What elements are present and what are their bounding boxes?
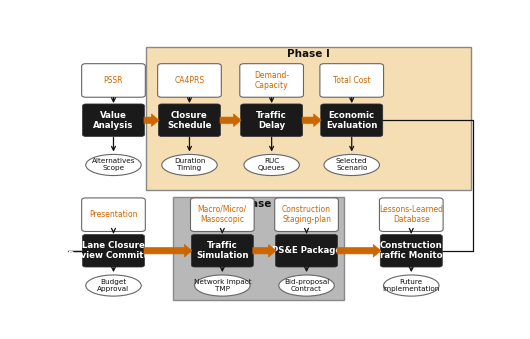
- Ellipse shape: [86, 275, 141, 296]
- FancyBboxPatch shape: [321, 104, 383, 137]
- FancyBboxPatch shape: [276, 235, 338, 267]
- Text: Bid-proposal
Contract: Bid-proposal Contract: [284, 279, 329, 292]
- Ellipse shape: [384, 275, 439, 296]
- Text: Traffic
Simulation: Traffic Simulation: [196, 241, 249, 260]
- FancyBboxPatch shape: [240, 64, 304, 97]
- Text: PS&E Package: PS&E Package: [272, 246, 341, 255]
- Text: Network Impact
TMP: Network Impact TMP: [193, 279, 251, 292]
- Text: Lessons-Learned
Database: Lessons-Learned Database: [379, 205, 443, 224]
- Ellipse shape: [244, 155, 299, 176]
- FancyBboxPatch shape: [82, 64, 145, 97]
- Text: Construction
Traffic Monitor: Construction Traffic Monitor: [375, 241, 447, 260]
- Ellipse shape: [86, 155, 141, 176]
- FancyBboxPatch shape: [320, 64, 384, 97]
- Text: Total Cost: Total Cost: [333, 76, 370, 85]
- Text: Selected
Scenario: Selected Scenario: [336, 158, 367, 172]
- Text: CA4PRS: CA4PRS: [174, 76, 205, 85]
- Text: Traffic
Delay: Traffic Delay: [256, 111, 287, 130]
- Text: Macro/Micro/
Masoscopic: Macro/Micro/ Masoscopic: [198, 205, 247, 224]
- Text: Lane Closure
Review Committee: Lane Closure Review Committee: [68, 241, 159, 260]
- Ellipse shape: [195, 275, 250, 296]
- FancyBboxPatch shape: [83, 104, 145, 137]
- FancyBboxPatch shape: [380, 235, 443, 267]
- FancyBboxPatch shape: [157, 64, 222, 97]
- Ellipse shape: [279, 275, 334, 296]
- FancyBboxPatch shape: [241, 104, 303, 137]
- Text: Construction
Staging-plan: Construction Staging-plan: [282, 205, 331, 224]
- FancyBboxPatch shape: [191, 235, 253, 267]
- FancyBboxPatch shape: [190, 198, 254, 232]
- FancyBboxPatch shape: [173, 197, 343, 300]
- Text: Budget
Approval: Budget Approval: [98, 279, 129, 292]
- Text: RUC
Queues: RUC Queues: [258, 158, 286, 172]
- Text: Phase I: Phase I: [287, 49, 330, 59]
- Text: Demand-
Capacity: Demand- Capacity: [254, 71, 289, 90]
- Ellipse shape: [162, 155, 217, 176]
- Text: Closure
Schedule: Closure Schedule: [167, 111, 211, 130]
- FancyBboxPatch shape: [146, 47, 471, 190]
- FancyBboxPatch shape: [379, 198, 443, 232]
- Text: PSSR: PSSR: [104, 76, 123, 85]
- Text: Value
Analysis: Value Analysis: [93, 111, 134, 130]
- Text: Economic
Evaluation: Economic Evaluation: [326, 111, 377, 130]
- FancyBboxPatch shape: [275, 198, 338, 232]
- Text: Duration
Timing: Duration Timing: [174, 158, 205, 172]
- FancyBboxPatch shape: [83, 235, 145, 267]
- Text: Alternatives
Scope: Alternatives Scope: [92, 158, 135, 172]
- Text: Presentation: Presentation: [89, 210, 138, 219]
- FancyBboxPatch shape: [82, 198, 145, 232]
- Text: Future
Implementation: Future Implementation: [383, 279, 440, 292]
- Text: Phase II: Phase II: [236, 199, 282, 208]
- Ellipse shape: [324, 155, 379, 176]
- FancyBboxPatch shape: [158, 104, 220, 137]
